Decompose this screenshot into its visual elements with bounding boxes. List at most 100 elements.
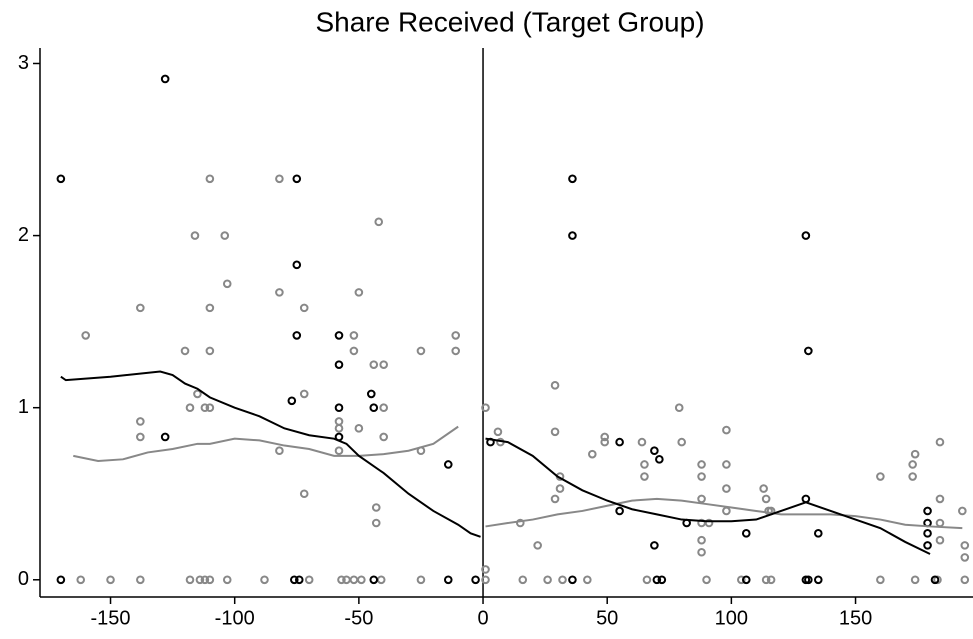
point xyxy=(600,437,610,447)
point xyxy=(193,389,202,399)
point xyxy=(600,432,610,442)
point xyxy=(294,575,304,585)
point xyxy=(642,575,652,585)
point xyxy=(935,518,945,528)
point xyxy=(275,174,284,184)
point xyxy=(481,565,490,574)
smooth-line xyxy=(485,437,931,555)
point xyxy=(76,575,86,585)
point xyxy=(160,432,170,442)
point xyxy=(357,575,366,585)
point xyxy=(371,518,381,528)
point xyxy=(515,518,525,528)
point xyxy=(160,74,170,84)
point xyxy=(185,575,195,585)
point xyxy=(200,575,210,585)
point xyxy=(674,403,684,412)
point xyxy=(379,360,388,369)
point xyxy=(615,506,624,516)
point xyxy=(334,417,344,426)
point xyxy=(334,403,344,412)
point xyxy=(813,575,823,585)
point xyxy=(722,484,731,493)
point xyxy=(960,553,970,562)
point xyxy=(136,432,145,442)
point xyxy=(722,506,731,516)
point xyxy=(583,575,592,585)
point xyxy=(304,575,314,585)
point xyxy=(935,437,945,447)
point xyxy=(722,460,731,469)
x-tick-label: 150 xyxy=(839,607,872,629)
point xyxy=(697,460,706,469)
x-tick-label: -150 xyxy=(91,607,131,629)
point xyxy=(910,575,920,585)
point xyxy=(190,231,200,240)
point xyxy=(960,541,970,550)
point xyxy=(801,231,811,240)
point xyxy=(737,575,746,585)
point xyxy=(930,575,940,585)
point xyxy=(106,575,115,585)
point xyxy=(275,288,284,297)
y-tick-label: 3 xyxy=(18,52,29,74)
x-tick-label: 50 xyxy=(596,607,618,629)
point xyxy=(136,303,145,313)
point xyxy=(697,494,706,504)
chart-title: Share Received (Target Group) xyxy=(315,6,704,37)
point xyxy=(334,446,344,456)
point xyxy=(558,575,567,585)
point xyxy=(761,494,771,504)
point xyxy=(443,460,453,469)
point xyxy=(697,547,706,557)
point xyxy=(588,449,597,459)
point xyxy=(766,575,776,585)
point xyxy=(657,575,667,585)
point xyxy=(637,437,647,447)
point xyxy=(876,575,885,585)
point xyxy=(416,575,426,585)
point xyxy=(349,575,359,585)
point xyxy=(222,575,232,585)
point xyxy=(379,432,388,442)
x-tick-label: 0 xyxy=(477,607,488,629)
point xyxy=(960,575,970,585)
point xyxy=(910,449,920,459)
point xyxy=(518,575,528,585)
point xyxy=(568,231,577,240)
point xyxy=(555,484,565,493)
point xyxy=(481,403,490,412)
point xyxy=(650,446,659,456)
point xyxy=(195,575,205,585)
point xyxy=(136,575,145,585)
point xyxy=(640,460,649,469)
point xyxy=(702,575,711,585)
x-tick-label: 100 xyxy=(715,607,748,629)
point xyxy=(550,381,560,390)
point xyxy=(205,174,215,184)
point xyxy=(299,389,309,399)
point xyxy=(655,455,664,464)
point xyxy=(205,403,215,412)
point xyxy=(185,403,195,412)
point xyxy=(493,427,503,437)
point xyxy=(533,541,542,550)
point xyxy=(451,331,461,340)
point xyxy=(908,460,917,469)
point xyxy=(704,518,714,528)
point xyxy=(349,346,359,356)
point xyxy=(337,575,346,585)
point xyxy=(81,331,90,340)
point xyxy=(416,346,426,356)
point xyxy=(923,506,932,516)
point xyxy=(299,489,309,499)
point xyxy=(958,506,967,516)
point xyxy=(759,484,768,493)
point xyxy=(813,529,823,538)
point xyxy=(354,424,364,433)
point xyxy=(801,494,811,504)
point xyxy=(205,346,215,356)
point xyxy=(677,437,687,447)
point xyxy=(369,403,379,412)
